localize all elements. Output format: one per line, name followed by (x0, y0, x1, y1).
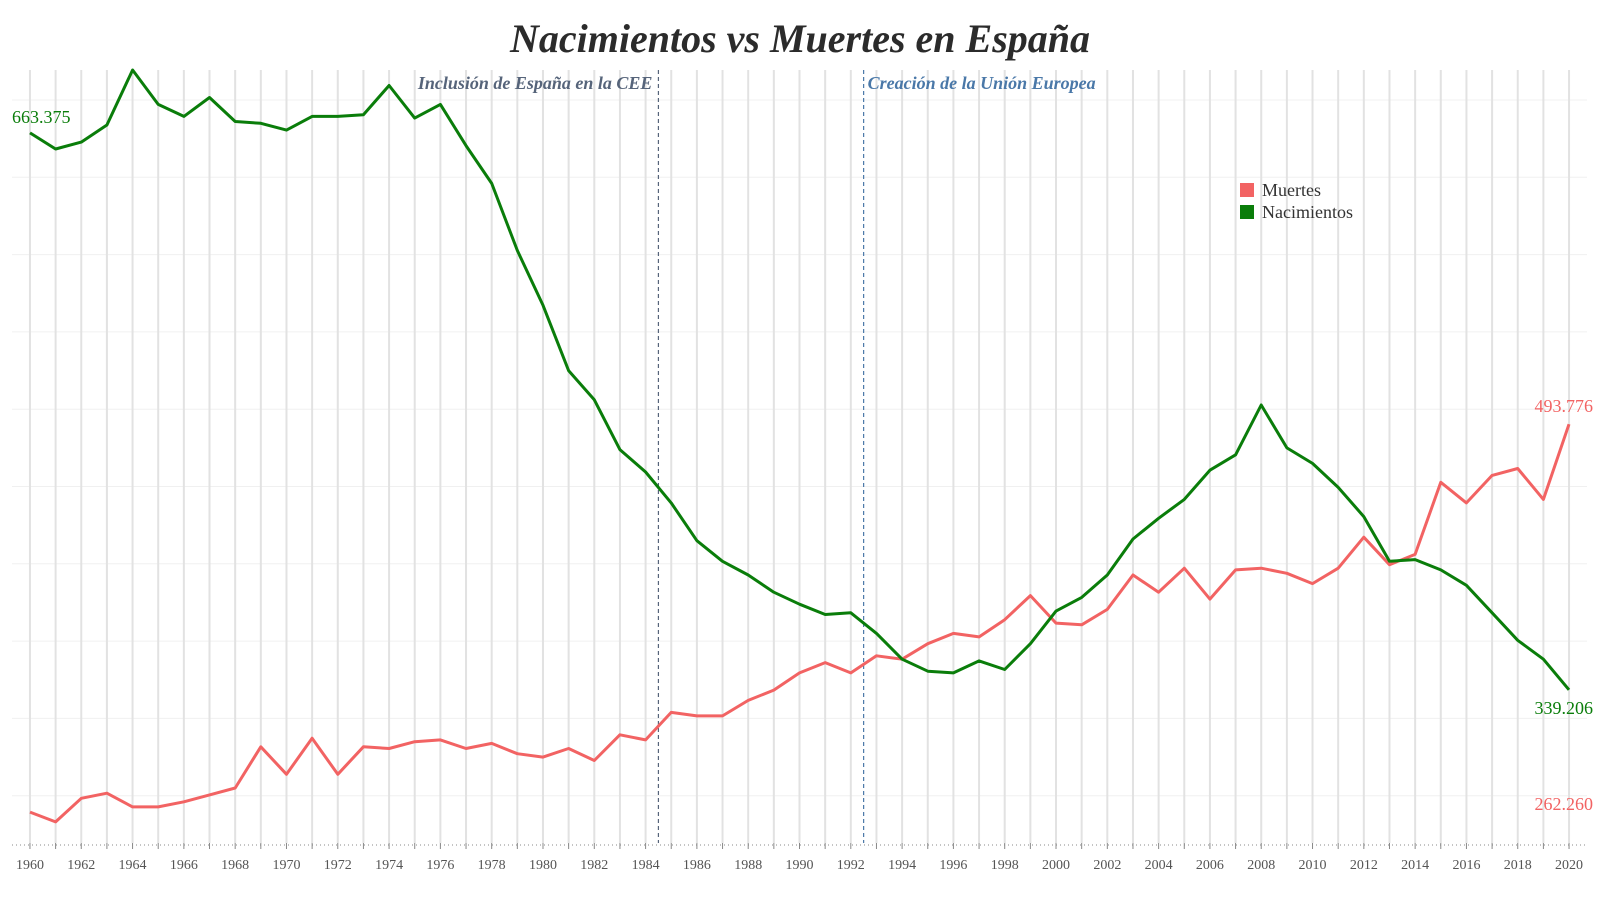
end-label: 663.375 (12, 107, 71, 127)
x-tick-label: 2010 (1299, 858, 1327, 873)
x-tick-label: 1978 (478, 858, 506, 873)
end-label: 339.206 (1535, 698, 1594, 718)
x-tick-label: 1982 (580, 858, 608, 873)
x-tick-label: 1976 (426, 858, 454, 873)
end-label: 262.260 (1535, 794, 1594, 814)
x-tick-label: 1998 (991, 858, 1019, 873)
x-tick-label: 1970 (272, 858, 300, 873)
x-tick-label: 2004 (1145, 858, 1173, 873)
x-tick-label: 1996 (939, 858, 967, 873)
series-line-nacimientos (29, 68, 1571, 691)
x-tick-label: 1974 (375, 858, 403, 873)
x-tick-label: 2000 (1042, 858, 1070, 873)
legend-label: Muertes (1262, 180, 1321, 200)
x-tick-label: 2002 (1093, 858, 1121, 873)
x-axis: 1960 1962 1964 1966 1968 1970 1972 1974 1976 1978… (12, 843, 1587, 873)
x-tick-label: 1968 (221, 858, 249, 873)
series-lines (29, 68, 1571, 824)
x-tick-label: 1960 (16, 858, 44, 873)
x-tick-label: 2020 (1555, 858, 1583, 873)
x-tick-label: 1984 (632, 858, 660, 873)
x-tick-label: 1990 (786, 858, 814, 873)
x-tick-label: 2008 (1247, 858, 1275, 873)
x-tick-label: 1966 (170, 858, 198, 873)
x-tick-label: 1994 (888, 858, 916, 873)
annotations: Inclusión de España en la CEE Creación de… (417, 70, 1096, 843)
x-tick-label: 1962 (67, 858, 95, 873)
legend-swatch (1240, 183, 1254, 197)
x-tick-label: 1988 (734, 858, 762, 873)
series-line-muertes (29, 423, 1571, 824)
annotation-label: Creación de la Unión Europea (868, 73, 1096, 93)
x-tick-label: 1980 (529, 858, 557, 873)
chart-title: Nacimientos vs Muertes en España (509, 16, 1090, 61)
x-tick-label: 2012 (1350, 858, 1378, 873)
legend-swatch (1240, 205, 1254, 219)
x-tick-label: 2014 (1401, 858, 1429, 873)
x-tick-label: 1972 (324, 858, 352, 873)
end-labels: 663.375 262.260 493.776 339.206 (12, 107, 1593, 814)
x-tick-label: 2006 (1196, 858, 1224, 873)
grid (12, 70, 1587, 843)
legend-label: Nacimientos (1262, 202, 1353, 222)
x-tick-label: 1986 (683, 858, 711, 873)
x-tick-label: 1964 (119, 858, 147, 873)
x-tick-label: 2016 (1452, 858, 1480, 873)
annotation-label: Inclusión de España en la CEE (417, 73, 653, 93)
x-tick-label: 2018 (1504, 858, 1532, 873)
x-tick-label: 1992 (837, 858, 865, 873)
end-label: 493.776 (1535, 396, 1594, 416)
